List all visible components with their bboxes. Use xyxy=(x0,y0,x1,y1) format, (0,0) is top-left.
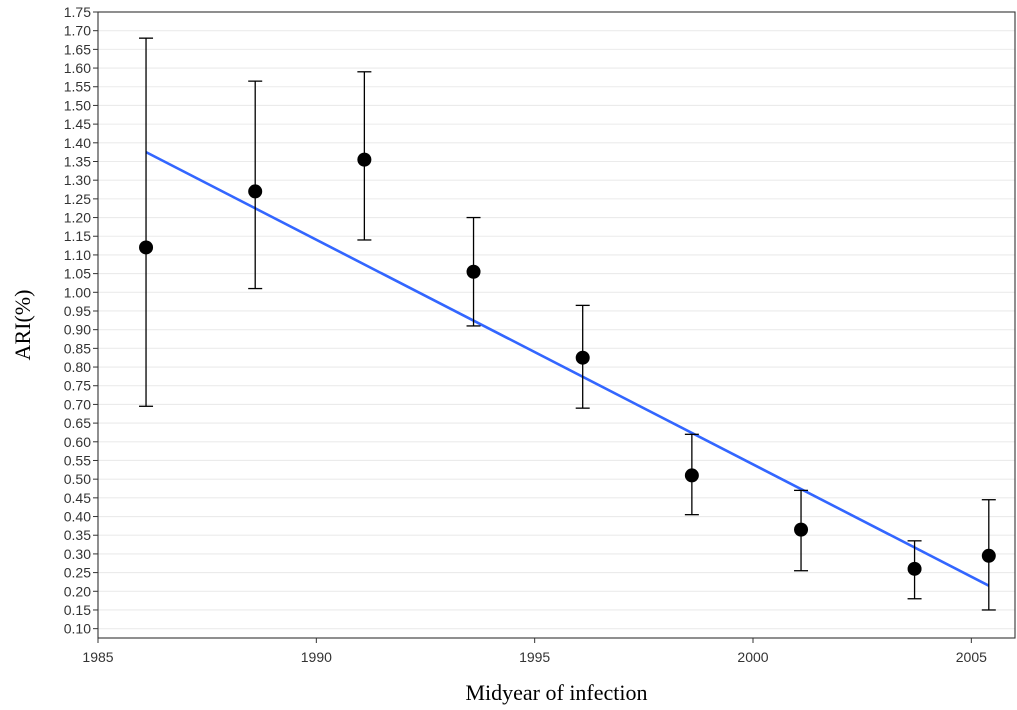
y-tick-label: 0.50 xyxy=(64,471,91,487)
data-point xyxy=(684,468,699,483)
x-tick-label: 1995 xyxy=(519,649,550,665)
y-tick-label: 0.25 xyxy=(64,565,91,581)
y-tick-label: 1.25 xyxy=(64,191,91,207)
y-tick-label: 1.05 xyxy=(64,266,91,282)
data-point xyxy=(981,548,996,563)
y-tick-label: 0.55 xyxy=(64,452,91,468)
y-tick-label: 0.85 xyxy=(64,340,91,356)
y-tick-label: 1.50 xyxy=(64,97,91,113)
y-tick-label: 1.30 xyxy=(64,172,91,188)
y-tick-label: 0.15 xyxy=(64,602,91,618)
data-point xyxy=(466,264,481,279)
y-tick-label: 0.95 xyxy=(64,303,91,319)
y-tick-label: 1.45 xyxy=(64,116,91,132)
y-tick-label: 0.20 xyxy=(64,583,91,599)
x-axis-title: Midyear of infection xyxy=(465,680,647,705)
data-point xyxy=(907,561,922,576)
y-tick-label: 0.60 xyxy=(64,434,91,450)
x-tick-labels: 1985 1990 1995 2000 2005 xyxy=(82,649,987,665)
axes xyxy=(93,11,1016,643)
y-tick-label: 1.40 xyxy=(64,135,91,151)
y-tick-label: 0.40 xyxy=(64,509,91,525)
data-point xyxy=(139,240,154,255)
y-tick-label: 1.00 xyxy=(64,284,91,300)
plot-panel-border xyxy=(97,11,1016,639)
grid-lines xyxy=(98,11,1015,630)
y-tick-label: 1.20 xyxy=(64,210,91,226)
y-tick-label: 1.10 xyxy=(64,247,91,263)
y-tick-label: 0.65 xyxy=(64,415,91,431)
y-tick-label: 0.35 xyxy=(64,527,91,543)
y-tick-labels: 0.10 0.15 0.20 0.25 0.30 0.35 0.40 0.45 0.50 0.55… xyxy=(64,4,91,637)
data-point xyxy=(248,184,263,199)
x-tick-label: 1990 xyxy=(301,649,332,665)
y-tick-label: 0.30 xyxy=(64,546,91,562)
data-point xyxy=(575,350,590,365)
y-axis-title: ARI(%) xyxy=(10,290,35,361)
y-tick-label: 0.75 xyxy=(64,378,91,394)
data-points xyxy=(139,152,996,576)
y-tick-label: 0.45 xyxy=(64,490,91,506)
y-tick-label: 0.80 xyxy=(64,359,91,375)
x-tick-label: 2005 xyxy=(956,649,987,665)
data-point xyxy=(794,522,809,537)
y-tick-label: 1.70 xyxy=(64,23,91,39)
y-tick-label: 1.35 xyxy=(64,153,91,169)
y-tick-label: 0.70 xyxy=(64,396,91,412)
x-tick-label: 2000 xyxy=(737,649,768,665)
y-tick-label: 1.65 xyxy=(64,41,91,57)
y-tick-label: 1.15 xyxy=(64,228,91,244)
x-tick-label: 1985 xyxy=(82,649,113,665)
y-tick-label: 0.10 xyxy=(64,621,91,637)
data-point xyxy=(357,152,372,167)
y-tick-label: 1.75 xyxy=(64,4,91,20)
y-tick-label: 1.55 xyxy=(64,79,91,95)
trend-line-group xyxy=(145,150,990,587)
trend-line xyxy=(145,150,990,587)
y-tick-label: 0.90 xyxy=(64,322,91,338)
y-tick-label: 1.60 xyxy=(64,60,91,76)
